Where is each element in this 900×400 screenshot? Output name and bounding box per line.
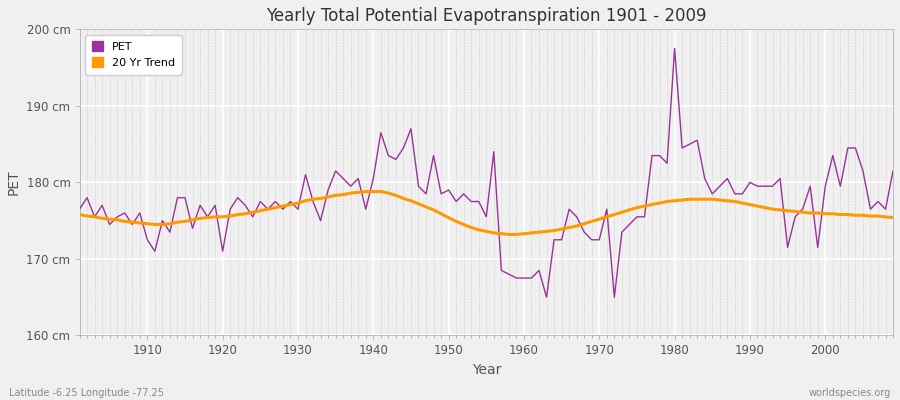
20 Yr Trend	[74, 212, 85, 217]
20 Yr Trend	[887, 215, 898, 220]
20 Yr Trend	[360, 189, 371, 194]
Line: 20 Yr Trend: 20 Yr Trend	[79, 192, 893, 234]
PET	[74, 207, 85, 212]
PET	[887, 168, 898, 173]
X-axis label: Year: Year	[472, 363, 501, 377]
20 Yr Trend	[346, 191, 356, 196]
PET	[134, 210, 145, 215]
PET	[670, 46, 680, 51]
20 Yr Trend	[526, 230, 537, 235]
20 Yr Trend	[624, 208, 634, 212]
Text: Latitude -6.25 Longitude -77.25: Latitude -6.25 Longitude -77.25	[9, 388, 164, 398]
Y-axis label: PET: PET	[7, 170, 21, 195]
Text: worldspecies.org: worldspecies.org	[809, 388, 891, 398]
PET	[616, 230, 627, 234]
Line: PET: PET	[79, 48, 893, 297]
PET	[346, 184, 356, 189]
PET	[300, 172, 310, 177]
20 Yr Trend	[503, 232, 514, 237]
PET	[518, 276, 529, 280]
PET	[511, 276, 522, 280]
Legend: PET, 20 Yr Trend: PET, 20 Yr Trend	[86, 35, 182, 75]
20 Yr Trend	[134, 220, 145, 225]
20 Yr Trend	[534, 230, 544, 234]
Title: Yearly Total Potential Evapotranspiration 1901 - 2009: Yearly Total Potential Evapotranspiratio…	[266, 7, 706, 25]
PET	[541, 295, 552, 300]
20 Yr Trend	[300, 198, 310, 203]
